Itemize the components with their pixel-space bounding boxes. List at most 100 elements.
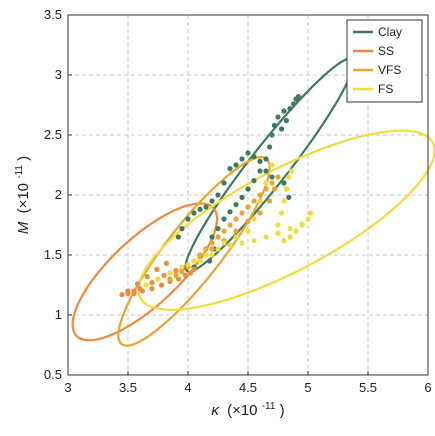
point-fs — [275, 222, 281, 228]
point-clay — [227, 209, 233, 215]
point-fs — [287, 234, 293, 240]
point-ss — [119, 292, 125, 298]
point-vfs — [179, 269, 185, 275]
point-ss — [125, 288, 131, 294]
point-clay — [215, 192, 221, 198]
legend-label-clay: Clay — [378, 25, 402, 39]
point-clay — [209, 198, 215, 204]
y-tick-label: 3.5 — [44, 7, 62, 22]
point-clay — [275, 114, 281, 120]
x-tick-label: 4.5 — [239, 380, 257, 395]
point-ss — [161, 272, 167, 278]
point-fs — [293, 228, 299, 234]
point-vfs — [263, 186, 269, 192]
point-clay — [251, 154, 257, 160]
point-fs — [286, 174, 292, 180]
point-fs — [191, 258, 197, 264]
point-clay — [257, 168, 263, 174]
point-fs — [275, 230, 281, 236]
point-clay — [185, 216, 191, 222]
point-ss — [139, 288, 145, 294]
point-vfs — [271, 186, 277, 192]
point-clay — [215, 226, 221, 232]
point-fs — [197, 258, 203, 264]
x-axis-label: κ (×10 -11 ) — [211, 396, 284, 419]
point-clay — [233, 162, 239, 168]
legend: Clay SS VFS FS — [346, 19, 423, 103]
point-vfs — [173, 272, 179, 278]
y-axis-label: M (×10 -11 ) — [9, 156, 32, 234]
point-fs — [283, 186, 289, 192]
x-tick-label: 6 — [424, 380, 431, 395]
x-tick-label: 5.5 — [359, 380, 377, 395]
point-clay — [239, 194, 245, 200]
point-clay — [281, 108, 287, 114]
point-clay — [209, 234, 215, 240]
point-ss — [173, 268, 179, 274]
point-fs — [221, 240, 227, 246]
point-clay — [221, 180, 227, 186]
point-vfs — [203, 246, 209, 252]
point-fs — [257, 198, 263, 204]
point-ss — [159, 282, 165, 288]
point-clay — [197, 206, 203, 212]
point-clay — [191, 210, 197, 216]
point-clay — [233, 202, 239, 208]
point-clay — [281, 180, 287, 186]
point-clay — [263, 168, 269, 174]
point-clay — [291, 101, 297, 107]
point-vfs — [209, 240, 215, 246]
x-axis-exponent: -11 — [262, 401, 276, 412]
point-vfs — [275, 174, 281, 180]
point-ss — [163, 260, 169, 266]
point-clay — [245, 150, 251, 156]
point-clay — [239, 156, 245, 162]
y-axis-close: ) — [15, 156, 32, 161]
data-points — [119, 94, 313, 298]
x-tick-label: 5 — [304, 380, 311, 395]
point-clay — [295, 94, 301, 100]
point-vfs — [251, 198, 257, 204]
point-fs — [227, 242, 233, 248]
point-fs — [155, 276, 161, 282]
point-clay — [283, 118, 289, 124]
point-vfs — [257, 210, 263, 216]
point-clay — [207, 258, 213, 264]
point-clay — [245, 186, 251, 192]
y-tick-label: 0.5 — [44, 367, 62, 382]
point-fs — [245, 228, 251, 234]
point-ss — [131, 290, 137, 296]
point-fs — [143, 282, 149, 288]
point-clay — [227, 166, 233, 172]
point-fs — [305, 216, 311, 222]
point-fs — [288, 168, 294, 174]
point-vfs — [245, 218, 251, 224]
ellipse-clay — [184, 57, 355, 273]
point-fs — [209, 252, 215, 258]
x-tick-label: 4 — [184, 380, 191, 395]
point-clay — [267, 144, 273, 150]
point-vfs — [233, 216, 239, 222]
point-vfs — [197, 254, 203, 260]
y-axis-scale: (×10 — [15, 183, 32, 213]
point-vfs — [239, 210, 245, 216]
x-axis-scale: (×10 — [227, 402, 257, 419]
point-clay — [269, 132, 275, 138]
point-vfs — [269, 180, 275, 186]
point-clay — [179, 226, 185, 232]
point-vfs — [209, 246, 215, 252]
point-clay — [269, 174, 275, 180]
point-fs — [287, 226, 293, 232]
point-fs — [263, 234, 269, 240]
point-vfs — [257, 192, 263, 198]
point-clay — [271, 122, 277, 128]
point-vfs — [215, 234, 221, 240]
point-clay — [257, 158, 263, 164]
x-axis-close: ) — [280, 402, 285, 419]
legend-label-vfs: VFS — [378, 63, 401, 77]
point-ss — [154, 266, 160, 272]
point-fs — [263, 180, 269, 186]
point-clay — [263, 156, 269, 162]
point-fs — [185, 262, 191, 268]
